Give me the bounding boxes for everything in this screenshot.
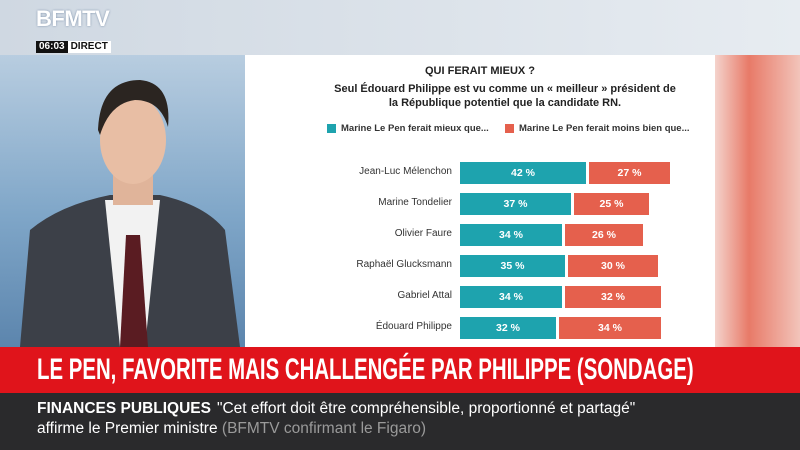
top-band [0, 0, 800, 55]
legend-item: Marine Le Pen ferait moins bien que... [505, 123, 690, 134]
bar: 37 % [460, 193, 571, 215]
headline: LE PEN, FAVORITE MAIS CHALLENGÉE PAR PHI… [37, 353, 694, 386]
ticker-line: FINANCES PUBLIQUES "Cet effort doit être … [37, 399, 637, 439]
bar: 35 % [460, 255, 565, 277]
bar: 34 % [460, 286, 562, 308]
tie [120, 235, 148, 347]
bar: 27 % [589, 162, 670, 184]
bar: 30 % [568, 255, 658, 277]
category-label: Jean-Luc Mélenchon [359, 166, 452, 177]
ticker-source: (BFMTV confirmant le Figaro) [221, 420, 427, 437]
ticker: FINANCES PUBLIQUES "Cet effort doit être … [0, 393, 800, 450]
clock: 06:03 DIRECT [36, 41, 111, 53]
category-label: Édouard Philippe [375, 321, 452, 332]
legend-label: Marine Le Pen ferait moins bien que... [519, 123, 690, 134]
legend-label: Marine Le Pen ferait mieux que... [341, 123, 489, 134]
ticker-text: "Cet effort doit être compréhensible, pr… [37, 400, 636, 437]
live-label: DIRECT [70, 41, 108, 52]
time: 06:03 [36, 41, 68, 53]
chart-title: QUI FERAIT MIEUX ? [425, 65, 535, 77]
bar: 25 % [574, 193, 649, 215]
channel-logo: BFMTV [36, 6, 110, 31]
legend-swatch [505, 124, 514, 133]
headline-band: LE PEN, FAVORITE MAIS CHALLENGÉE PAR PHI… [0, 347, 800, 393]
bar: 32 % [565, 286, 661, 308]
category-label: Marine Tondelier [378, 197, 452, 208]
legend-item: Marine Le Pen ferait mieux que... [327, 123, 489, 134]
category-label: Olivier Faure [394, 228, 452, 239]
ticker-topic: FINANCES PUBLIQUES [37, 400, 211, 417]
bar: 34 % [559, 317, 661, 339]
bar: 34 % [460, 224, 562, 246]
face [100, 96, 166, 184]
bar: 42 % [460, 162, 586, 184]
hair [98, 80, 169, 135]
bar: 26 % [565, 224, 643, 246]
chart-subtitle: Seul Édouard Philippe est vu comme un « … [334, 83, 676, 109]
backdrop [715, 55, 800, 347]
bar: 32 % [460, 317, 556, 339]
legend-swatch [327, 124, 336, 133]
category-label: Raphaël Glucksmann [356, 259, 452, 270]
presenter-video [0, 55, 245, 347]
category-label: Gabriel Attal [397, 290, 452, 301]
